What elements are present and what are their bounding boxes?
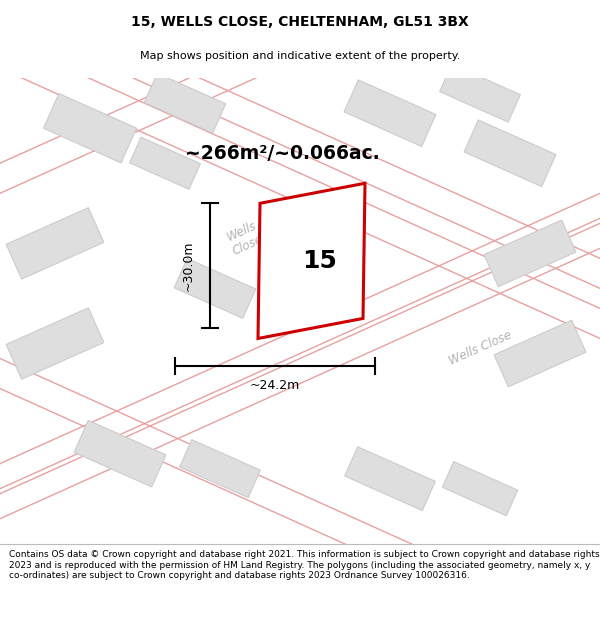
Text: ~266m²/~0.066ac.: ~266m²/~0.066ac.	[185, 144, 380, 162]
Polygon shape	[43, 94, 137, 163]
Text: 15, WELLS CLOSE, CHELTENHAM, GL51 3BX: 15, WELLS CLOSE, CHELTENHAM, GL51 3BX	[131, 15, 469, 29]
Polygon shape	[344, 80, 436, 146]
Polygon shape	[130, 138, 200, 189]
Text: Wells Close: Wells Close	[446, 329, 514, 368]
Text: Map shows position and indicative extent of the property.: Map shows position and indicative extent…	[140, 51, 460, 61]
Polygon shape	[174, 259, 256, 318]
Text: Wells
Close: Wells Close	[224, 219, 265, 258]
Text: ~30.0m: ~30.0m	[182, 241, 194, 291]
Text: Contains OS data © Crown copyright and database right 2021. This information is : Contains OS data © Crown copyright and d…	[9, 550, 599, 580]
Polygon shape	[144, 73, 226, 133]
Polygon shape	[6, 308, 104, 379]
Polygon shape	[442, 462, 518, 516]
Polygon shape	[484, 220, 576, 287]
Text: 15: 15	[302, 249, 337, 273]
Polygon shape	[344, 447, 436, 511]
Polygon shape	[179, 439, 260, 498]
Polygon shape	[494, 320, 586, 387]
Polygon shape	[74, 420, 166, 487]
Polygon shape	[464, 120, 556, 186]
Polygon shape	[440, 64, 520, 122]
Polygon shape	[6, 208, 104, 279]
Polygon shape	[258, 183, 365, 339]
Text: ~24.2m: ~24.2m	[250, 379, 300, 392]
